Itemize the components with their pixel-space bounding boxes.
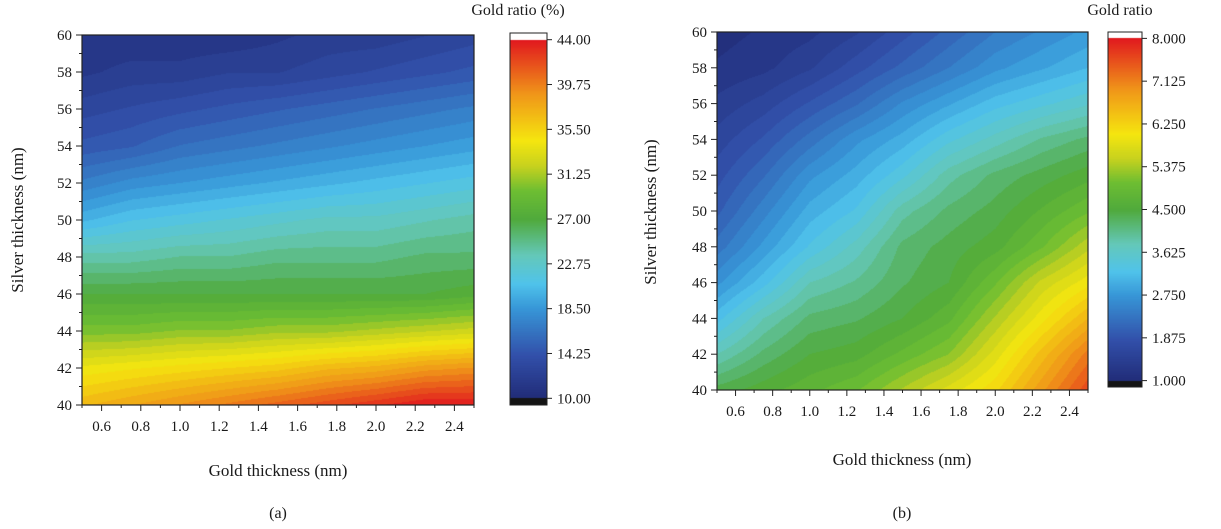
colorbar-b: 8.000 7.125 6.250 5.375 4.500 3.625 2.750 1.875… bbox=[1087, 2, 1185, 390]
colorbar-title-b: Gold ratio bbox=[1087, 2, 1152, 19]
x-tick-label: 1.2 bbox=[837, 404, 856, 420]
ticks-b: 0.6 0.8 1.0 1.2 1.4 1.6 1.8 2.0 2.2 2.4 40 42 44 46 48… bbox=[692, 25, 1089, 420]
colorbar-tick-label: 44.00 bbox=[557, 33, 591, 49]
y-tick-label: 48 bbox=[692, 240, 707, 256]
x-tick-label: 1.4 bbox=[249, 419, 268, 435]
colorbar-tick-label: 14.25 bbox=[557, 346, 591, 362]
colorbar-tick-label: 27.00 bbox=[557, 212, 591, 228]
y-tick-label: 40 bbox=[57, 398, 72, 414]
colorbar-a-image bbox=[510, 33, 547, 405]
x-tick-label: 2.4 bbox=[445, 419, 464, 435]
colorbar-tick-label: 22.75 bbox=[557, 257, 591, 273]
y-tick-label: 42 bbox=[692, 347, 707, 363]
y-tick-label: 60 bbox=[692, 25, 707, 41]
y-tick-label: 46 bbox=[57, 287, 73, 303]
panel-label-b: (b) bbox=[893, 505, 912, 522]
y-tick-label: 60 bbox=[57, 28, 72, 44]
x-tick-label: 1.4 bbox=[875, 404, 894, 420]
x-tick-label: 1.2 bbox=[210, 419, 229, 435]
colorbar-tick-label: 6.250 bbox=[1152, 117, 1186, 133]
panel-b: 0.6 0.8 1.0 1.2 1.4 1.6 1.8 2.0 2.2 2.4 40 42 44 46 48… bbox=[641, 2, 1186, 522]
colorbar-tick-label: 8.000 bbox=[1152, 31, 1186, 47]
colorbar-tick-label: 4.500 bbox=[1152, 203, 1186, 219]
y-tick-label: 50 bbox=[692, 204, 707, 220]
ticks-a: 0.6 0.8 1.0 1.2 1.4 1.6 1.8 2.0 2.2 2.4 40 42 44 46 48… bbox=[57, 28, 475, 435]
colorbar-tick-label: 7.125 bbox=[1152, 74, 1186, 90]
y-tick-label: 46 bbox=[692, 276, 708, 292]
y-tick-label: 54 bbox=[57, 139, 73, 155]
colorbar-tick-label: 1.000 bbox=[1152, 374, 1186, 390]
colorbar-b-image bbox=[1108, 32, 1142, 387]
panel-label-a: (a) bbox=[269, 505, 287, 522]
y-tick-label: 40 bbox=[692, 383, 707, 399]
colorbar-title-a: Gold ratio (%) bbox=[471, 2, 564, 19]
colorbar-tick-label: 35.50 bbox=[557, 122, 591, 138]
x-tick-label: 2.2 bbox=[1023, 404, 1042, 420]
x-tick-label: 1.0 bbox=[171, 419, 190, 435]
heatmap-a bbox=[82, 35, 474, 405]
y-tick-label: 56 bbox=[692, 97, 708, 113]
colorbar-tick-label: 10.00 bbox=[557, 391, 591, 407]
colorbar-tick-label: 39.75 bbox=[557, 78, 591, 94]
x-axis-title-b: Gold thickness (nm) bbox=[833, 450, 972, 469]
y-tick-label: 56 bbox=[57, 102, 73, 118]
x-tick-label: 0.6 bbox=[92, 419, 111, 435]
colorbar-tick-label: 18.50 bbox=[557, 302, 591, 318]
x-tick-label: 2.4 bbox=[1060, 404, 1079, 420]
x-tick-label: 1.6 bbox=[288, 419, 307, 435]
y-tick-label: 52 bbox=[692, 168, 707, 184]
colorbar-tick-label: 31.25 bbox=[557, 167, 591, 183]
x-tick-label: 0.8 bbox=[763, 404, 782, 420]
y-tick-label: 54 bbox=[692, 132, 708, 148]
y-tick-label: 42 bbox=[57, 361, 72, 377]
colorbar-tick-label: 2.750 bbox=[1152, 288, 1186, 304]
y-tick-label: 44 bbox=[57, 324, 73, 340]
colorbar-tick-label: 1.875 bbox=[1152, 331, 1186, 347]
heatmap-a-image bbox=[82, 35, 474, 405]
y-axis-title-b: Silver thickness (nm) bbox=[641, 139, 660, 284]
x-tick-label: 2.0 bbox=[367, 419, 386, 435]
y-tick-label: 58 bbox=[692, 61, 707, 77]
colorbar-ticks-a: 44.00 39.75 35.50 31.25 27.00 22.75 18.50 14.25… bbox=[547, 33, 591, 407]
y-tick-label: 50 bbox=[57, 213, 72, 229]
x-tick-label: 2.2 bbox=[406, 419, 425, 435]
x-tick-label: 1.8 bbox=[949, 404, 968, 420]
y-tick-label: 48 bbox=[57, 250, 72, 266]
y-tick-label: 52 bbox=[57, 176, 72, 192]
heatmap-b bbox=[717, 32, 1088, 390]
x-tick-label: 0.8 bbox=[131, 419, 150, 435]
x-tick-label: 1.0 bbox=[800, 404, 819, 420]
colorbar-ticks-b: 8.000 7.125 6.250 5.375 4.500 3.625 2.750 1.875… bbox=[1142, 31, 1186, 390]
colorbar-tick-label: 3.625 bbox=[1152, 245, 1186, 261]
y-axis-title-a: Silver thickness (nm) bbox=[8, 147, 27, 292]
x-tick-label: 1.8 bbox=[327, 419, 346, 435]
colorbar-a: 44.00 39.75 35.50 31.25 27.00 22.75 18.50 14.25… bbox=[471, 2, 590, 407]
x-tick-label: 2.0 bbox=[986, 404, 1005, 420]
x-tick-label: 0.6 bbox=[726, 404, 745, 420]
x-tick-label: 1.6 bbox=[912, 404, 931, 420]
y-tick-label: 58 bbox=[57, 65, 72, 81]
heatmap-b-image bbox=[717, 32, 1088, 390]
panel-a: 0.6 0.8 1.0 1.2 1.4 1.6 1.8 2.0 2.2 2.4 40 42 44 46 48… bbox=[8, 2, 591, 522]
y-tick-label: 44 bbox=[692, 311, 708, 327]
x-axis-title-a: Gold thickness (nm) bbox=[209, 461, 348, 480]
colorbar-tick-label: 5.375 bbox=[1152, 160, 1186, 176]
